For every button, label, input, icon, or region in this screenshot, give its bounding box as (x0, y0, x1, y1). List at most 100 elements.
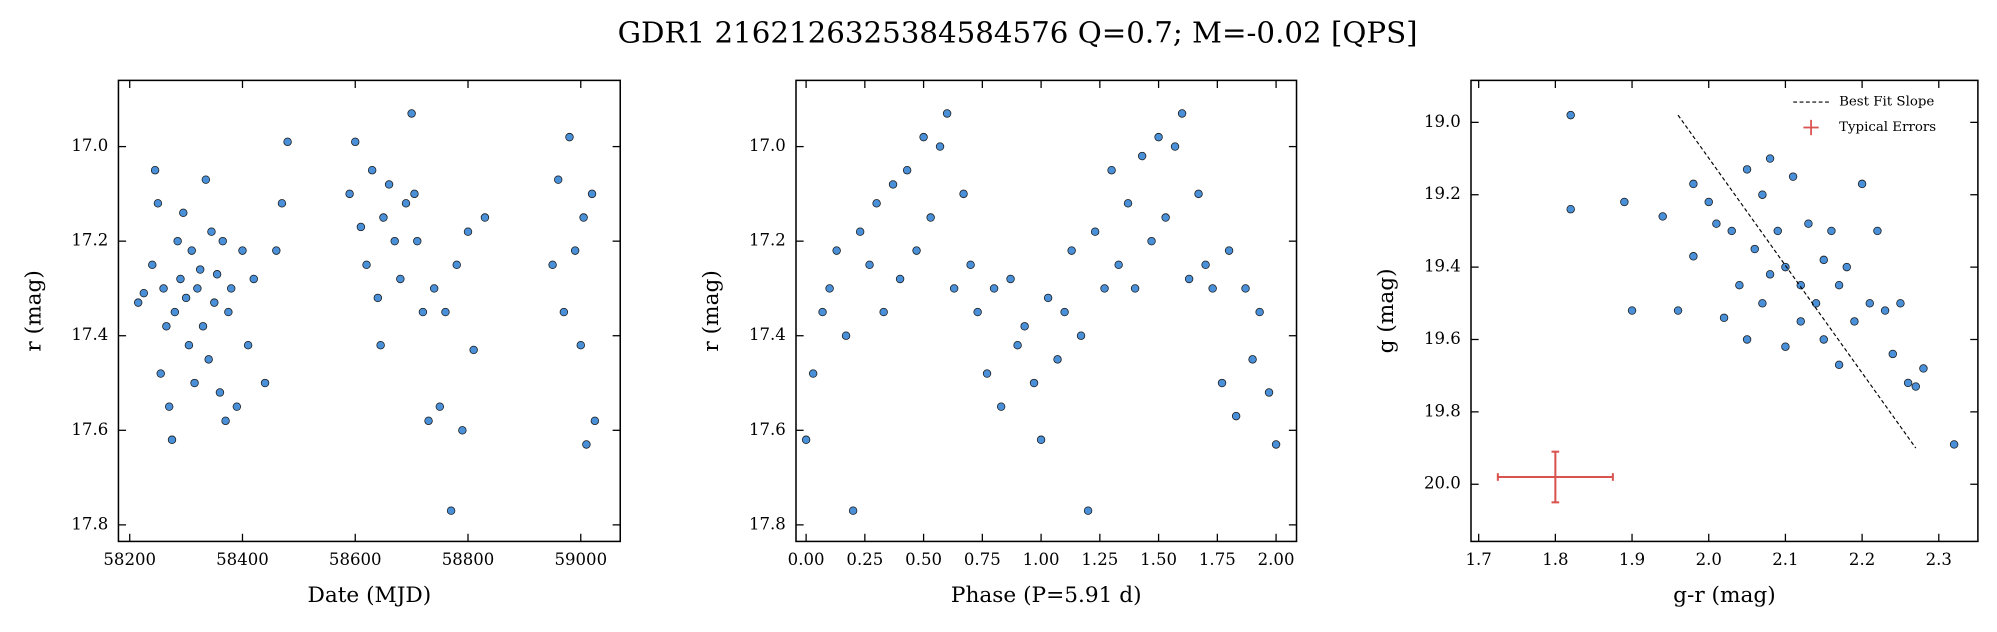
point (170, 307, 180, 317)
y-tick-label: 17.8 (749, 514, 786, 533)
legend-label: Best Fit Slope (1839, 95, 1934, 110)
y-tick-label: 19.6 (1424, 329, 1461, 348)
point (1006, 274, 1015, 284)
y-axis-label: r (mag) (699, 270, 724, 351)
y-tick-label: 17.4 (749, 325, 786, 344)
point (1020, 322, 1029, 331)
axes-frame (795, 79, 1298, 543)
point (210, 298, 219, 307)
point (463, 227, 473, 236)
point (559, 307, 569, 317)
point (227, 284, 236, 293)
point (1834, 360, 1844, 370)
point (1834, 281, 1844, 290)
point (1811, 299, 1821, 308)
point (153, 199, 163, 208)
point (1903, 378, 1913, 388)
x-axis-label: Phase (P=5.91 d) (951, 583, 1142, 608)
fit-line (1677, 114, 1917, 449)
point (1857, 179, 1867, 189)
x-tick-label: 0.25 (846, 550, 883, 569)
point (1100, 284, 1109, 293)
x-tick-label: 0.75 (964, 550, 1001, 569)
point (201, 175, 211, 184)
point (1177, 109, 1187, 118)
point (441, 307, 450, 317)
point (570, 246, 580, 255)
point (1083, 506, 1093, 515)
point (469, 345, 478, 355)
point (872, 199, 881, 208)
point (1201, 260, 1210, 270)
point (1781, 262, 1790, 272)
point (379, 213, 388, 222)
legend-label: Typical Errors (1839, 120, 1936, 135)
point (424, 416, 433, 426)
point (1060, 307, 1069, 317)
point (1788, 172, 1798, 181)
y-tick-label: 17.0 (71, 136, 108, 155)
point (1689, 179, 1698, 189)
point (418, 307, 428, 317)
point (1727, 226, 1736, 236)
point (565, 132, 574, 142)
point (167, 435, 177, 444)
point (1758, 299, 1767, 308)
point (801, 435, 811, 444)
point (164, 402, 174, 411)
point (1248, 355, 1257, 364)
point (212, 270, 222, 279)
point (367, 166, 377, 175)
point (1255, 307, 1264, 317)
point (1114, 260, 1123, 270)
point (176, 274, 185, 284)
point (1819, 335, 1828, 344)
point (587, 189, 597, 199)
point (1036, 435, 1046, 444)
point (888, 180, 898, 189)
point (1231, 411, 1241, 421)
point (184, 340, 194, 350)
point (1224, 246, 1234, 255)
point (576, 340, 585, 350)
point (919, 132, 928, 142)
point (396, 274, 405, 284)
point (249, 274, 258, 284)
x-tick-label: 2.0 (1696, 550, 1722, 569)
x-tick-label: 58200 (103, 550, 156, 569)
point (579, 213, 588, 222)
point (895, 274, 905, 284)
point (959, 189, 968, 199)
point (926, 213, 935, 222)
y-tick-label: 17.8 (71, 514, 108, 533)
point (283, 137, 292, 147)
y-axis-label: g (mag) (1374, 268, 1399, 353)
x-tick-label: 2.1 (1772, 550, 1798, 569)
y-axis-label: r (mag) (21, 270, 46, 351)
point (407, 109, 416, 118)
point (1704, 197, 1713, 207)
point (582, 440, 591, 449)
point (1827, 226, 1836, 236)
point (187, 246, 196, 255)
point (1620, 197, 1629, 207)
x-axis-label: Date (MJD) (307, 583, 431, 608)
point (1689, 252, 1698, 261)
y-tick-label: 19.4 (1424, 257, 1461, 276)
point (996, 402, 1006, 411)
point (272, 246, 281, 255)
point (982, 369, 992, 378)
y-tick-label: 17.2 (749, 231, 786, 250)
legend-swatch (1803, 119, 1819, 136)
point (1911, 382, 1920, 391)
point (554, 175, 563, 184)
point (949, 284, 959, 293)
y-tick-label: 20.0 (1424, 474, 1461, 493)
point (879, 307, 888, 317)
point (902, 166, 912, 175)
point (1123, 199, 1133, 208)
point (855, 227, 865, 236)
axes-frame (117, 79, 622, 543)
point (224, 307, 233, 317)
